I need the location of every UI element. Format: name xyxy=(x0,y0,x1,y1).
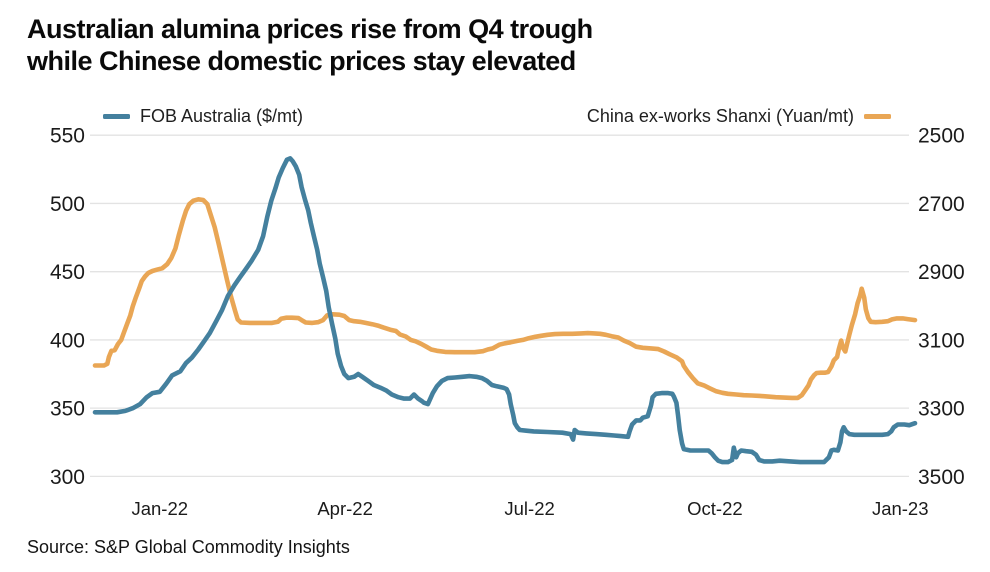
fob-australia-legend-label: FOB Australia ($/mt) xyxy=(140,105,304,126)
fob-australia-swatch-icon xyxy=(103,113,130,119)
y-axis-left-tick-label: 400 xyxy=(50,329,85,352)
china-shanxi-swatch-icon xyxy=(864,113,891,119)
legend-item-fob-australia: FOB Australia ($/mt) xyxy=(103,104,303,128)
x-axis-tick-label: Jan-23 xyxy=(872,498,929,519)
source-attribution: Source: S&P Global Commodity Insights xyxy=(27,537,350,557)
y-axis-left-tick-label: 500 xyxy=(50,193,85,216)
x-axis-tick-label: Apr-22 xyxy=(317,498,373,519)
x-axis-tick-label: Jan-22 xyxy=(131,498,188,519)
x-axis-tick-label: Jul-22 xyxy=(504,498,554,519)
y-axis-left-tick-label: 350 xyxy=(50,398,85,421)
title-line-2: while Chinese domestic prices stay eleva… xyxy=(27,46,576,76)
title-line-1: Australian alumina prices rise from Q4 t… xyxy=(27,14,593,44)
y-axis-right-tick-label: 2500 xyxy=(918,125,965,148)
legend-item-china-shanxi: China ex-works Shanxi (Yuan/mt) xyxy=(587,104,891,128)
y-axis-right-tick-label: 2900 xyxy=(918,261,965,284)
china-shanxi-line xyxy=(92,197,918,401)
x-axis-tick-label: Oct-22 xyxy=(687,498,743,519)
y-axis-right-tick-label: 3500 xyxy=(918,466,965,489)
y-axis-right-tick-label: 2700 xyxy=(918,193,965,216)
y-axis-right-tick-label: 3300 xyxy=(918,398,965,421)
y-axis-left-tick-label: 550 xyxy=(50,125,85,148)
legend: FOB Australia ($/mt) China ex-works Shan… xyxy=(0,104,990,128)
china-shanxi-legend-label: China ex-works Shanxi (Yuan/mt) xyxy=(586,105,854,126)
y-axis-right-tick-label: 3100 xyxy=(918,329,965,352)
page-title: Australian alumina prices rise from Q4 t… xyxy=(27,13,593,77)
fob-australia-line xyxy=(92,156,918,465)
y-axis-left-tick-label: 300 xyxy=(50,466,85,489)
y-axis-left-tick-label: 450 xyxy=(50,261,85,284)
